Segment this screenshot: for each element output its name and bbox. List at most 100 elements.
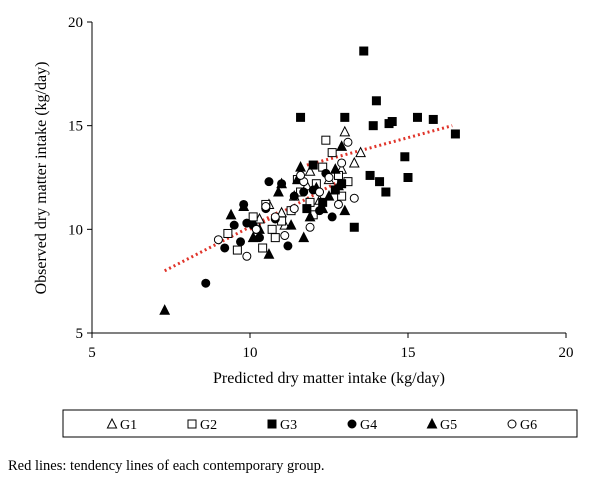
data-point-g3 [308,160,318,170]
data-point-g1 [339,125,351,137]
figure-caption: Red lines: tendency lines of each contem… [8,458,325,474]
data-point-g5 [285,219,297,230]
legend: G1 G2 G3 G4 G5 G6 [62,409,578,438]
data-point-g4 [283,241,293,251]
data-point-g3 [365,170,375,180]
data-point-g4 [236,237,246,247]
data-point-g6 [333,199,343,209]
data-point-g5 [323,190,335,201]
data-point-g4 [201,278,211,288]
legend-marker-g4 [347,419,357,429]
data-point-g3 [387,117,397,127]
data-point-g6 [242,251,252,261]
data-point-g6 [315,187,325,197]
data-point-g6 [280,231,290,241]
legend-label-g6: G6 [520,418,537,433]
data-point-g4 [229,220,239,230]
data-point-g6 [296,170,306,180]
data-point-g5 [333,179,344,191]
data-point-g4 [289,191,299,201]
data-point-g3 [381,187,391,197]
data-point-g3 [400,152,410,162]
data-point-g6 [305,222,315,232]
data-point-g6 [270,212,280,222]
data-point-g6 [251,224,261,234]
data-point-g5 [247,231,259,243]
y-tick-label: 10 [68,222,83,238]
legend-label-g5: G5 [440,418,457,433]
data-point-g5 [225,208,237,220]
data-point-g2 [337,191,347,201]
legend-marker-g2 [187,419,197,429]
data-point-g6 [337,158,347,168]
data-point-g5 [317,202,329,214]
legend-label-g3: G3 [280,418,297,433]
data-points [159,46,460,315]
y-axis-title: Observed dry matter intake (kg/day) [33,62,50,295]
data-point-g2 [248,212,258,222]
data-point-g6 [324,173,334,182]
y-tick-label: 5 [76,326,84,342]
data-point-g2 [321,135,331,145]
data-point-g5 [263,248,275,259]
legend-label-g2: G2 [200,418,217,433]
x-tick-label: 15 [401,345,416,361]
data-point-g1 [355,146,367,158]
axes [91,22,566,334]
x-axis-title: Predicted dry matter intake (kg/day) [213,370,445,387]
data-point-g6 [261,202,271,212]
ticks: 5 10 15 20 5 10 15 20 [68,15,574,361]
data-point-g4 [327,212,337,222]
data-point-g6 [213,235,223,245]
data-point-g4 [264,177,274,187]
data-point-g6 [289,204,299,214]
data-point-g3 [340,112,350,122]
legend-marker-g3 [267,419,277,429]
trend-line [163,209,283,273]
data-point-g2 [258,243,268,253]
data-point-g3 [349,222,359,232]
data-point-g3 [403,173,413,182]
data-point-g1 [348,156,360,168]
data-point-g5 [329,163,341,174]
data-point-g6 [343,137,353,147]
data-point-g5 [298,231,310,243]
data-point-g3 [302,204,312,214]
data-point-g3 [296,112,306,122]
data-point-g2 [270,233,280,243]
legend-label-g1: G1 [120,418,137,433]
legend-marker-g1 [106,417,118,429]
x-tick-label: 20 [559,345,574,361]
data-point-g2 [327,148,337,158]
data-point-g3 [428,114,438,124]
legend-box [62,409,578,438]
data-point-g2 [232,245,242,255]
data-point-g3 [412,112,422,122]
x-tick-label: 10 [243,345,258,361]
data-point-g5 [339,204,351,216]
data-point-g5 [273,185,284,197]
legend-marker-g6 [507,419,517,429]
data-point-g3 [368,121,378,131]
legend-label-g4: G4 [360,418,377,433]
data-point-g4 [299,187,309,197]
data-point-g3 [450,129,460,139]
data-point-g5 [276,177,288,189]
y-tick-label: 20 [68,15,83,31]
data-point-g1 [304,165,316,176]
trend-line [306,124,453,167]
data-point-g5 [336,140,348,151]
data-point-g5 [238,200,250,212]
data-point-g3 [359,46,369,56]
data-point-g2 [223,228,233,238]
legend-marker-g5 [426,417,438,429]
data-point-g6 [349,193,359,203]
data-point-g4 [220,243,230,253]
data-point-g2 [267,224,277,234]
data-point-g5 [159,304,171,315]
x-tick-label: 5 [88,345,96,361]
data-point-g3 [375,177,385,187]
y-tick-label: 15 [68,119,83,135]
data-point-g3 [371,96,381,106]
